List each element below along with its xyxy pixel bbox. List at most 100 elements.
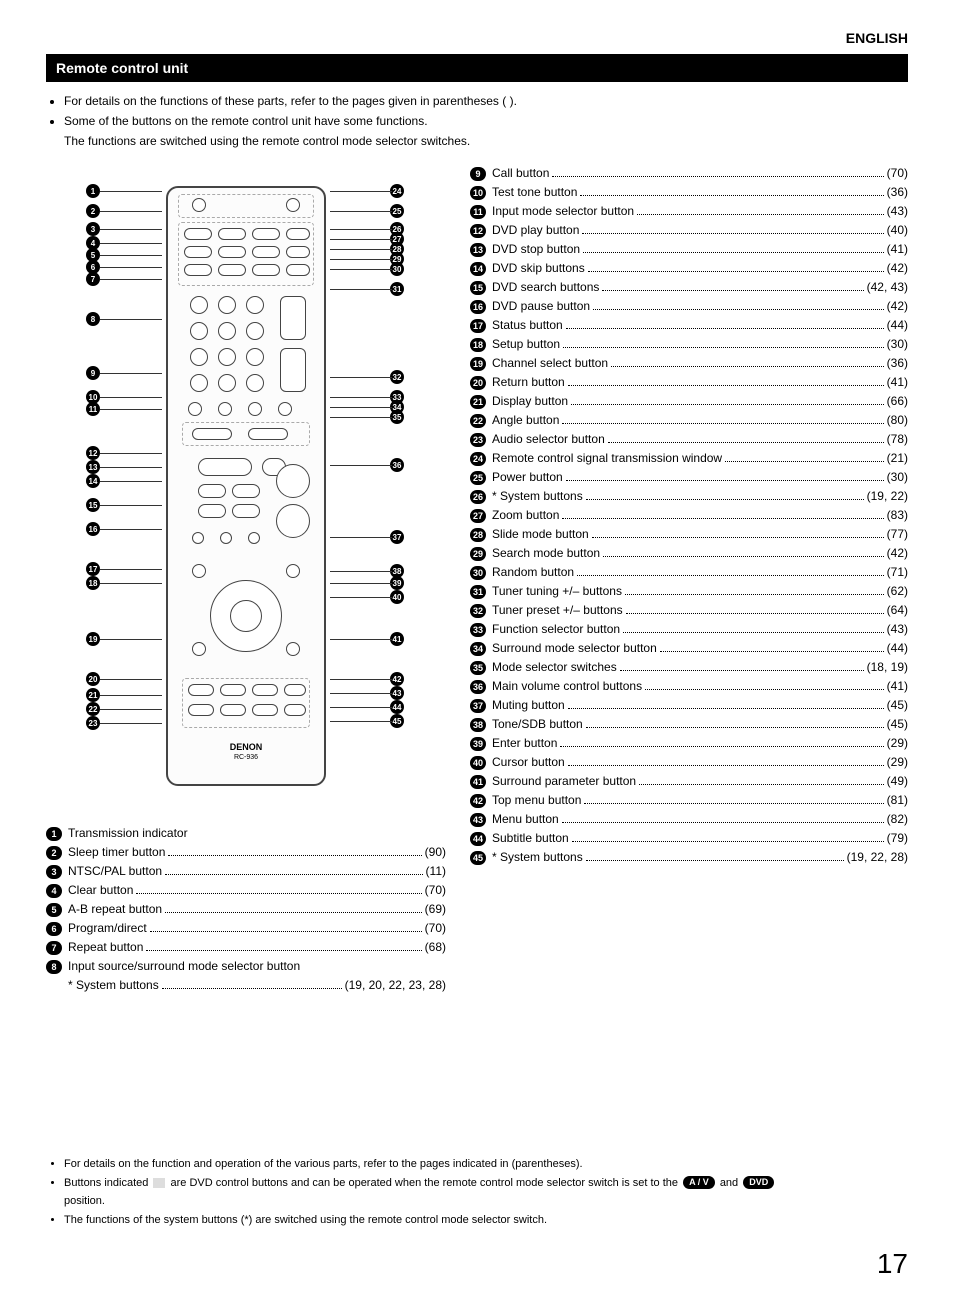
item-number-bubble: 43 [470,813,486,827]
index-item: 7Repeat button(68) [46,940,446,955]
item-page-ref: (42) [887,299,908,313]
callout-bubble: 37 [390,530,406,546]
item-number-bubble: 15 [470,281,486,295]
callout-bubble: 36 [390,458,406,474]
callout-bubble: 35 [390,410,406,426]
item-page-ref: (41) [887,242,908,256]
item-number-bubble: 2 [46,846,62,860]
index-item: 14DVD skip buttons(42) [470,261,908,276]
index-item: 10Test tone button(36) [470,185,908,200]
item-label: Repeat button [68,940,143,954]
item-label: Top menu button [492,793,581,807]
item-page-ref: (43) [887,622,908,636]
footer-note-1: For details on the function and operatio… [64,1156,908,1173]
index-item: 35Mode selector switches(18, 19) [470,660,908,675]
index-item: 1Transmission indicator [46,826,446,841]
page-number: 17 [46,1248,908,1280]
item-page-ref: (90) [425,845,446,859]
item-number-bubble: 33 [470,623,486,637]
item-number-bubble: 26 [470,490,486,504]
index-item: 4Clear button(70) [46,883,446,898]
item-page-ref: (19, 22) [867,489,908,503]
item-label: Audio selector button [492,432,605,446]
item-label: Return button [492,375,565,389]
item-label: Slide mode button [492,527,589,541]
left-column: DENON RC-936 123456789101112131415161718… [46,166,446,996]
intro-list: For details on the functions of these pa… [64,92,908,150]
item-page-ref: (29) [887,755,908,769]
item-page-ref: (82) [887,812,908,826]
item-page-ref: (78) [887,432,908,446]
item-page-ref: (19, 20, 22, 23, 28) [345,978,446,992]
item-page-ref: (68) [425,940,446,954]
item-page-ref: (41) [887,679,908,693]
callout-bubble: 18 [86,576,102,592]
item-number-bubble: 5 [46,903,62,917]
index-item: 2Sleep timer button(90) [46,845,446,860]
item-number-bubble: 8 [46,960,62,974]
item-number-bubble: 10 [470,186,486,200]
item-label: Status button [492,318,563,332]
item-page-ref: (77) [887,527,908,541]
item-number-bubble: 41 [470,775,486,789]
index-item: 39Enter button(29) [470,736,908,751]
item-page-ref: (30) [887,470,908,484]
item-page-ref: (81) [887,793,908,807]
item-number-bubble: 6 [46,922,62,936]
index-item: 43Menu button(82) [470,812,908,827]
item-page-ref: (21) [887,451,908,465]
item-number-bubble: 17 [470,319,486,333]
item-number-bubble: 1 [46,827,62,841]
item-label: Tuner preset +/– buttons [492,603,623,617]
item-page-ref: (80) [887,413,908,427]
index-item: 19Channel select button(36) [470,356,908,371]
item-label: Surround mode selector button [492,641,657,655]
item-label: DVD play button [492,223,579,237]
footer-notes: For details on the function and operatio… [64,1156,908,1228]
callout-bubble: 30 [390,262,406,278]
index-item: 30Random button(71) [470,565,908,580]
item-number-bubble: 32 [470,604,486,618]
item-number-bubble: 12 [470,224,486,238]
item-label: Program/direct [68,921,147,935]
item-page-ref: (43) [887,204,908,218]
index-item: 3NTSC/PAL button(11) [46,864,446,879]
item-number-bubble: 31 [470,585,486,599]
item-label: Main volume control buttons [492,679,642,693]
callout-bubble: 16 [86,522,102,538]
index-item: 31Tuner tuning +/– buttons(62) [470,584,908,599]
item-label: Mode selector switches [492,660,617,674]
index-item: 5A-B repeat button(69) [46,902,446,917]
item-label: Display button [492,394,568,408]
footer-note-2-cont: position. [64,1193,908,1210]
index-item: 37Muting button(45) [470,698,908,713]
item-page-ref: (41) [887,375,908,389]
remote-body-outline: DENON RC-936 [166,186,326,786]
brand-label: DENON [168,742,324,752]
item-label: Clear button [68,883,133,897]
item-number-bubble: 4 [46,884,62,898]
item-number-bubble: 45 [470,851,486,865]
index-item: 26* System buttons(19, 22) [470,489,908,504]
callout-bubble: 25 [390,204,406,220]
item-page-ref: (69) [425,902,446,916]
item-number-bubble: 29 [470,547,486,561]
item-page-ref: (64) [887,603,908,617]
item-label: Angle button [492,413,559,427]
item-label: Tuner tuning +/– buttons [492,584,622,598]
callout-bubble: 32 [390,370,406,386]
item-number-bubble: 36 [470,680,486,694]
item-label: Channel select button [492,356,608,370]
item-number-bubble: 30 [470,566,486,580]
intro-line: For details on the functions of these pa… [64,92,908,110]
item-page-ref: (19, 22, 28) [847,850,908,864]
item-page-ref: (36) [887,356,908,370]
item-page-ref: (42) [887,261,908,275]
item-page-ref: (45) [887,717,908,731]
item-page-ref: (36) [887,185,908,199]
item-number-bubble: 37 [470,699,486,713]
item-page-ref: (49) [887,774,908,788]
item-page-ref: (40) [887,223,908,237]
item-page-ref: (70) [425,921,446,935]
item-page-ref: (44) [887,318,908,332]
